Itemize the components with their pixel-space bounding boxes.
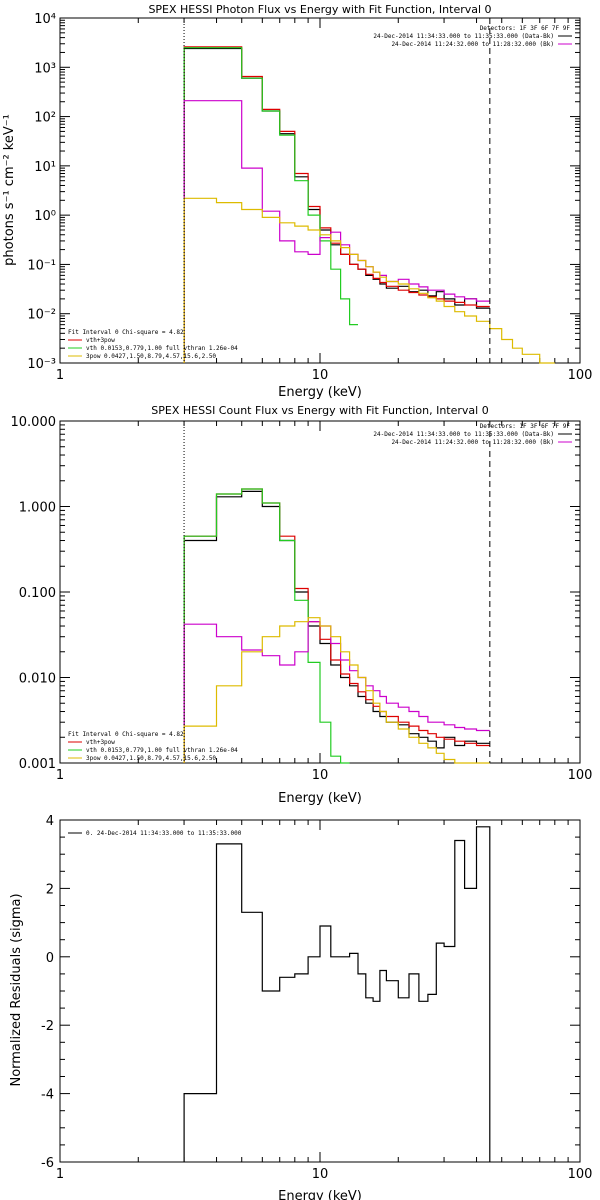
x-tick-label: 10 [312,768,329,783]
y-tick-label: 0 [46,951,54,966]
series-step-line-4 [183,617,490,764]
x-tick-label: 10 [312,368,329,383]
y-tick-label: 1.000 [19,501,56,516]
legend-3pow-label: 3pow 0.0427,1.50,8.79,4.57,15.6,2.50 [86,755,216,762]
y-tick-label: 0.001 [19,757,56,772]
series-step-line-2 [183,47,358,363]
photon-flux-panel: SPEX HESSI Photon Flux vs Energy with Fi… [2,3,592,400]
count-flux-title: SPEX HESSI Count Flux vs Energy with Fit… [151,404,488,417]
y-tick-label: -2 [41,1019,54,1034]
residuals-ticks: 1 10 100 -6 -4 -2 0 2 4 [41,814,592,1182]
legend-3pow-label: 3pow 0.0427,1.50,8.79,4.57,15.6,2.50 [86,353,216,360]
count-flux-legend-left: Fit Interval 0 Chi-square = 4.82 vth+3po… [68,731,238,762]
legend-detectors-label: Detectors: 1F 3F 6F 7F 9F [480,423,571,430]
series-step-line-0 [183,826,491,1162]
legend-vth3pow-label: vth+3pow [86,739,115,746]
series-step-line-3 [183,100,490,363]
photon-flux-xlabel: Energy (keV) [278,385,362,400]
legend-vth-label: vth 0.0153,0.779,1.00 full vthran 1.26e-… [86,345,238,352]
residuals-series [183,826,491,1162]
residuals-panel: 1 10 100 -6 -4 -2 0 2 4 Normalized Residuals (si… [9,814,592,1200]
y-tick-label: 10³ [34,61,56,76]
photon-flux-ylabel: photons s⁻¹ cm⁻² keV⁻¹ [2,114,17,266]
legend-bk-label: 24-Dec-2014 11:24:32.000 to 11:28:32.000… [391,41,554,48]
legend-data-bk-label: 24-Dec-2014 11:34:33.000 to 11:35:33.000… [373,33,554,40]
photon-flux-ticks: 1 10 100 10⁻³ 10⁻² 10⁻¹ 10⁰ 10¹ 10² 10³ 10⁴ [27,12,592,383]
y-tick-label: 10⁻² [27,308,56,323]
y-tick-label: 10⁻¹ [27,258,56,273]
count-flux-xlabel: Energy (keV) [278,791,362,806]
legend-detectors-label: Detectors: 1F 3F 6F 7F 9F [480,25,571,32]
series-step-line-1 [183,46,490,363]
x-tick-label: 1 [56,1167,64,1182]
x-tick-label: 100 [568,1167,593,1182]
photon-flux-series [183,46,555,364]
series-step-line-4 [183,197,555,364]
photon-flux-plot-frame [59,17,581,364]
legend-fit-interval-label: Fit Interval 0 Chi-square = 4.82 [68,731,184,738]
y-tick-label: -6 [41,1156,54,1171]
photon-flux-legend-right: Detectors: 1F 3F 6F 7F 9F 24-Dec-2014 11… [373,25,572,48]
x-tick-label: 100 [568,768,593,783]
y-tick-label: 10¹ [34,160,56,175]
residuals-plot-frame [59,819,581,1163]
count-flux-panel: SPEX HESSI Count Flux vs Energy with Fit… [11,404,593,806]
y-tick-label: 4 [46,814,54,829]
x-tick-label: 100 [568,368,593,383]
residuals-xlabel: Energy (keV) [278,1189,362,1200]
y-tick-label: 0.100 [19,586,56,601]
photon-flux-title: SPEX HESSI Photon Flux vs Energy with Fi… [148,3,491,16]
residuals-legend: 0. 24-Dec-2014 11:34:33.000 to 11:35:33.… [68,830,242,837]
legend-vth3pow-label: vth+3pow [86,337,115,344]
y-tick-label: 2 [46,882,54,897]
y-tick-label: 0.010 [19,672,56,687]
legend-bk-label: 24-Dec-2014 11:24:32.000 to 11:28:32.000… [391,439,554,446]
legend-interval-label: 0. 24-Dec-2014 11:34:33.000 to 11:35:33.… [86,830,242,837]
count-flux-ticks: 1 10 100 0.001 0.010 0.100 1.000 10.000 [11,415,593,783]
y-tick-label: -4 [41,1088,54,1103]
y-tick-label: 10.000 [11,415,57,430]
photon-flux-marker-lines [183,18,491,363]
count-flux-legend-right: Detectors: 1F 3F 6F 7F 9F 24-Dec-2014 11… [373,423,572,446]
y-tick-label: 10⁻³ [27,357,56,372]
y-tick-label: 10⁰ [34,209,56,224]
count-flux-series [183,488,490,764]
x-tick-label: 1 [56,368,64,383]
legend-fit-interval-label: Fit Interval 0 Chi-square = 4.82 [68,329,184,336]
y-tick-label: 10² [34,111,56,126]
x-tick-label: 1 [56,768,64,783]
x-tick-label: 10 [312,1167,329,1182]
legend-data-bk-label: 24-Dec-2014 11:34:33.000 to 11:35:33.000… [373,431,554,438]
photon-flux-legend-left: Fit Interval 0 Chi-square = 4.82 vth+3po… [68,329,238,360]
y-tick-label: 10⁴ [34,12,56,27]
series-step-line-0 [183,47,490,363]
legend-vth-label: vth 0.0153,0.779,1.00 full vthran 1.26e-… [86,747,238,754]
count-flux-marker-lines [183,421,491,763]
series-step-line-2 [183,488,350,764]
residuals-ylabel: Normalized Residuals (sigma) [9,893,24,1086]
